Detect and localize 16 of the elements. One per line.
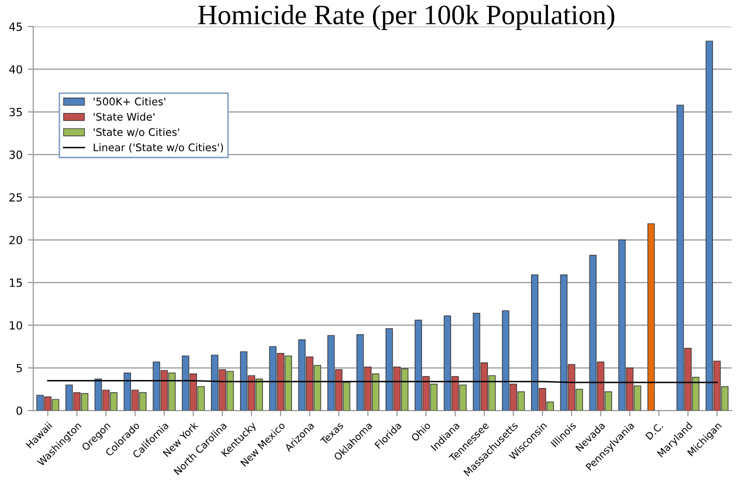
y-tick-label: 5 [16,364,22,372]
chart-title: Homicide Rate (per 100k Population) [198,4,614,30]
y-tick-label: 0 [16,406,22,415]
y-tick-label: 30 [10,150,22,159]
legend-label: '500K+ Cities' [94,97,166,106]
legend-label: 'State Wide' [94,112,154,121]
y-tick-label: 40 [9,65,22,74]
y-tick-label: 10 [10,321,22,330]
legend-label: Linear ('State w/o Cities') [94,143,223,153]
y-tick-label: 45 [9,22,22,31]
y-tick-label: 20 [10,236,22,244]
y-tick-label: 15 [10,278,22,287]
bar [647,223,655,411]
y-tick-label: 25 [10,193,22,202]
legend-label: 'State w/o Cities' [94,128,180,137]
y-tick-label: 35 [10,108,22,116]
